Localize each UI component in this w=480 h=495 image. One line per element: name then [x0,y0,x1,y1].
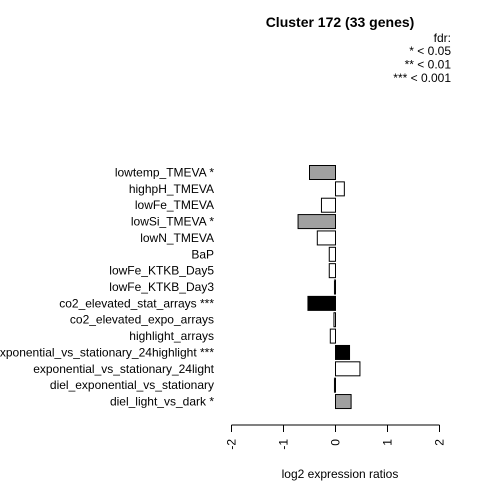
bar [307,295,337,311]
x-tick-label: 0 [329,439,343,446]
bar [335,181,345,197]
x-tick-label: -2 [225,439,239,450]
bar [335,361,361,377]
bar [309,165,336,180]
x-tick-label: -1 [277,439,291,450]
category-label: exponential_vs_stationary_24light [33,362,214,376]
category-label: lowFe_KTKB_Day5 [109,264,214,278]
category-label: exponential_vs_stationary_24highlight **… [0,345,214,359]
category-label: highpH_TMEVA [129,182,214,196]
category-label: co2_elevated_stat_arrays *** [59,296,214,310]
category-label: lowN_TMEVA [140,231,214,245]
bar [335,394,352,410]
bar [316,230,336,246]
bar [297,214,336,230]
category-label: co2_elevated_expo_arrays [70,313,214,327]
bars [297,165,361,410]
legend-entry: * < 0.05 [409,44,451,58]
category-labels: lowtemp_TMEVA * highpH_TMEVA lowFe_TMEVAlo… [0,166,215,409]
x-tick-label: 1 [381,439,395,446]
x-axis: -2 -1 0 1 2 [225,424,447,450]
legend-entry: ** < 0.01 [405,58,452,72]
category-label: diel_light_vs_dark * [110,395,214,409]
bar [333,377,336,393]
legend: fdr: * < 0.05** < 0.01*** < 0.001 [393,31,451,85]
x-axis-label: log2 expression ratios [282,467,399,481]
bar [333,279,336,295]
category-label: BaP [191,247,214,261]
category-label: lowSi_TMEVA * [131,215,214,229]
category-label: lowFe_TMEVA [135,198,214,212]
category-label: lowtemp_TMEVA * [115,166,214,180]
bar [333,312,337,328]
x-tick-label: 2 [433,439,447,446]
category-label: highlight_arrays [129,329,214,343]
bar [328,263,337,279]
category-label: lowFe_KTKB_Day3 [109,280,214,294]
category-label: diel_exponential_vs_stationary [50,378,214,392]
legend-title: fdr: [434,31,451,45]
bar [335,344,351,360]
chart-title: Cluster 172 (33 genes) [266,14,415,30]
bar [329,328,336,344]
legend-entry: *** < 0.001 [393,71,451,85]
bar [328,246,337,262]
bar [320,197,336,213]
